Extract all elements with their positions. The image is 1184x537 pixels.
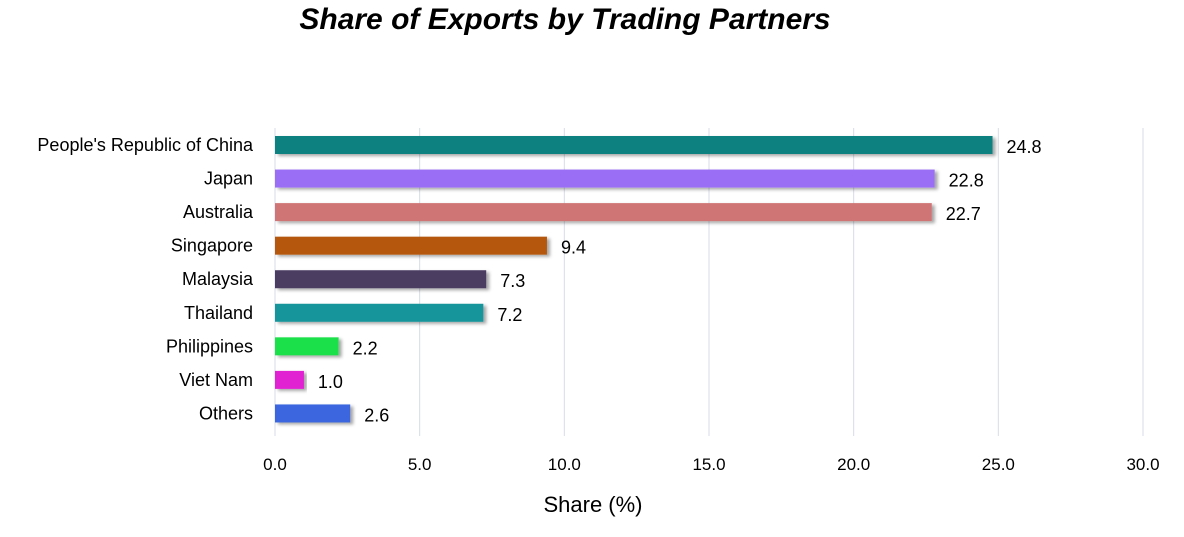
- bar: [275, 370, 304, 389]
- labels: 0.0 5.0 10.0 15.0 20.0 25.0 30.0 People's Repub…: [37, 135, 1159, 474]
- x-tick-label: 30.0: [1126, 455, 1159, 474]
- bar: [275, 236, 547, 255]
- value-label: 22.7: [946, 204, 981, 224]
- bar: [275, 203, 932, 222]
- value-label: 7.3: [500, 271, 525, 291]
- bar: [275, 303, 484, 322]
- value-label: 7.2: [497, 305, 522, 325]
- value-label: 22.8: [949, 171, 984, 191]
- x-axis-title: Share (%): [543, 492, 642, 517]
- category-label: Singapore: [171, 236, 253, 256]
- value-label: 9.4: [561, 238, 586, 258]
- category-label: Others: [199, 403, 253, 423]
- x-tick-label: 5.0: [408, 455, 432, 474]
- category-label: People's Republic of China: [37, 135, 254, 155]
- value-label: 2.6: [364, 405, 389, 425]
- value-label: 1.0: [318, 372, 343, 392]
- bars: [275, 136, 993, 423]
- bar: [275, 270, 487, 289]
- bar: [275, 404, 351, 423]
- category-label: Philippines: [166, 336, 253, 356]
- value-label: 24.8: [1007, 137, 1042, 157]
- category-label: Viet Nam: [179, 370, 253, 390]
- x-tick-label: 20.0: [837, 455, 870, 474]
- x-tick-label: 25.0: [982, 455, 1015, 474]
- x-tick-label: 10.0: [548, 455, 581, 474]
- category-label: Japan: [204, 169, 253, 189]
- bar: [275, 136, 993, 154]
- x-tick-label: 15.0: [692, 455, 725, 474]
- category-label: Australia: [183, 202, 254, 222]
- bar: [275, 337, 339, 356]
- category-label: Thailand: [184, 303, 253, 323]
- bar: [275, 169, 935, 188]
- chart-title: Share of Exports by Trading Partners: [299, 3, 831, 36]
- category-label: Malaysia: [182, 269, 254, 289]
- value-label: 2.2: [353, 338, 378, 358]
- x-tick-label: 0.0: [263, 455, 287, 474]
